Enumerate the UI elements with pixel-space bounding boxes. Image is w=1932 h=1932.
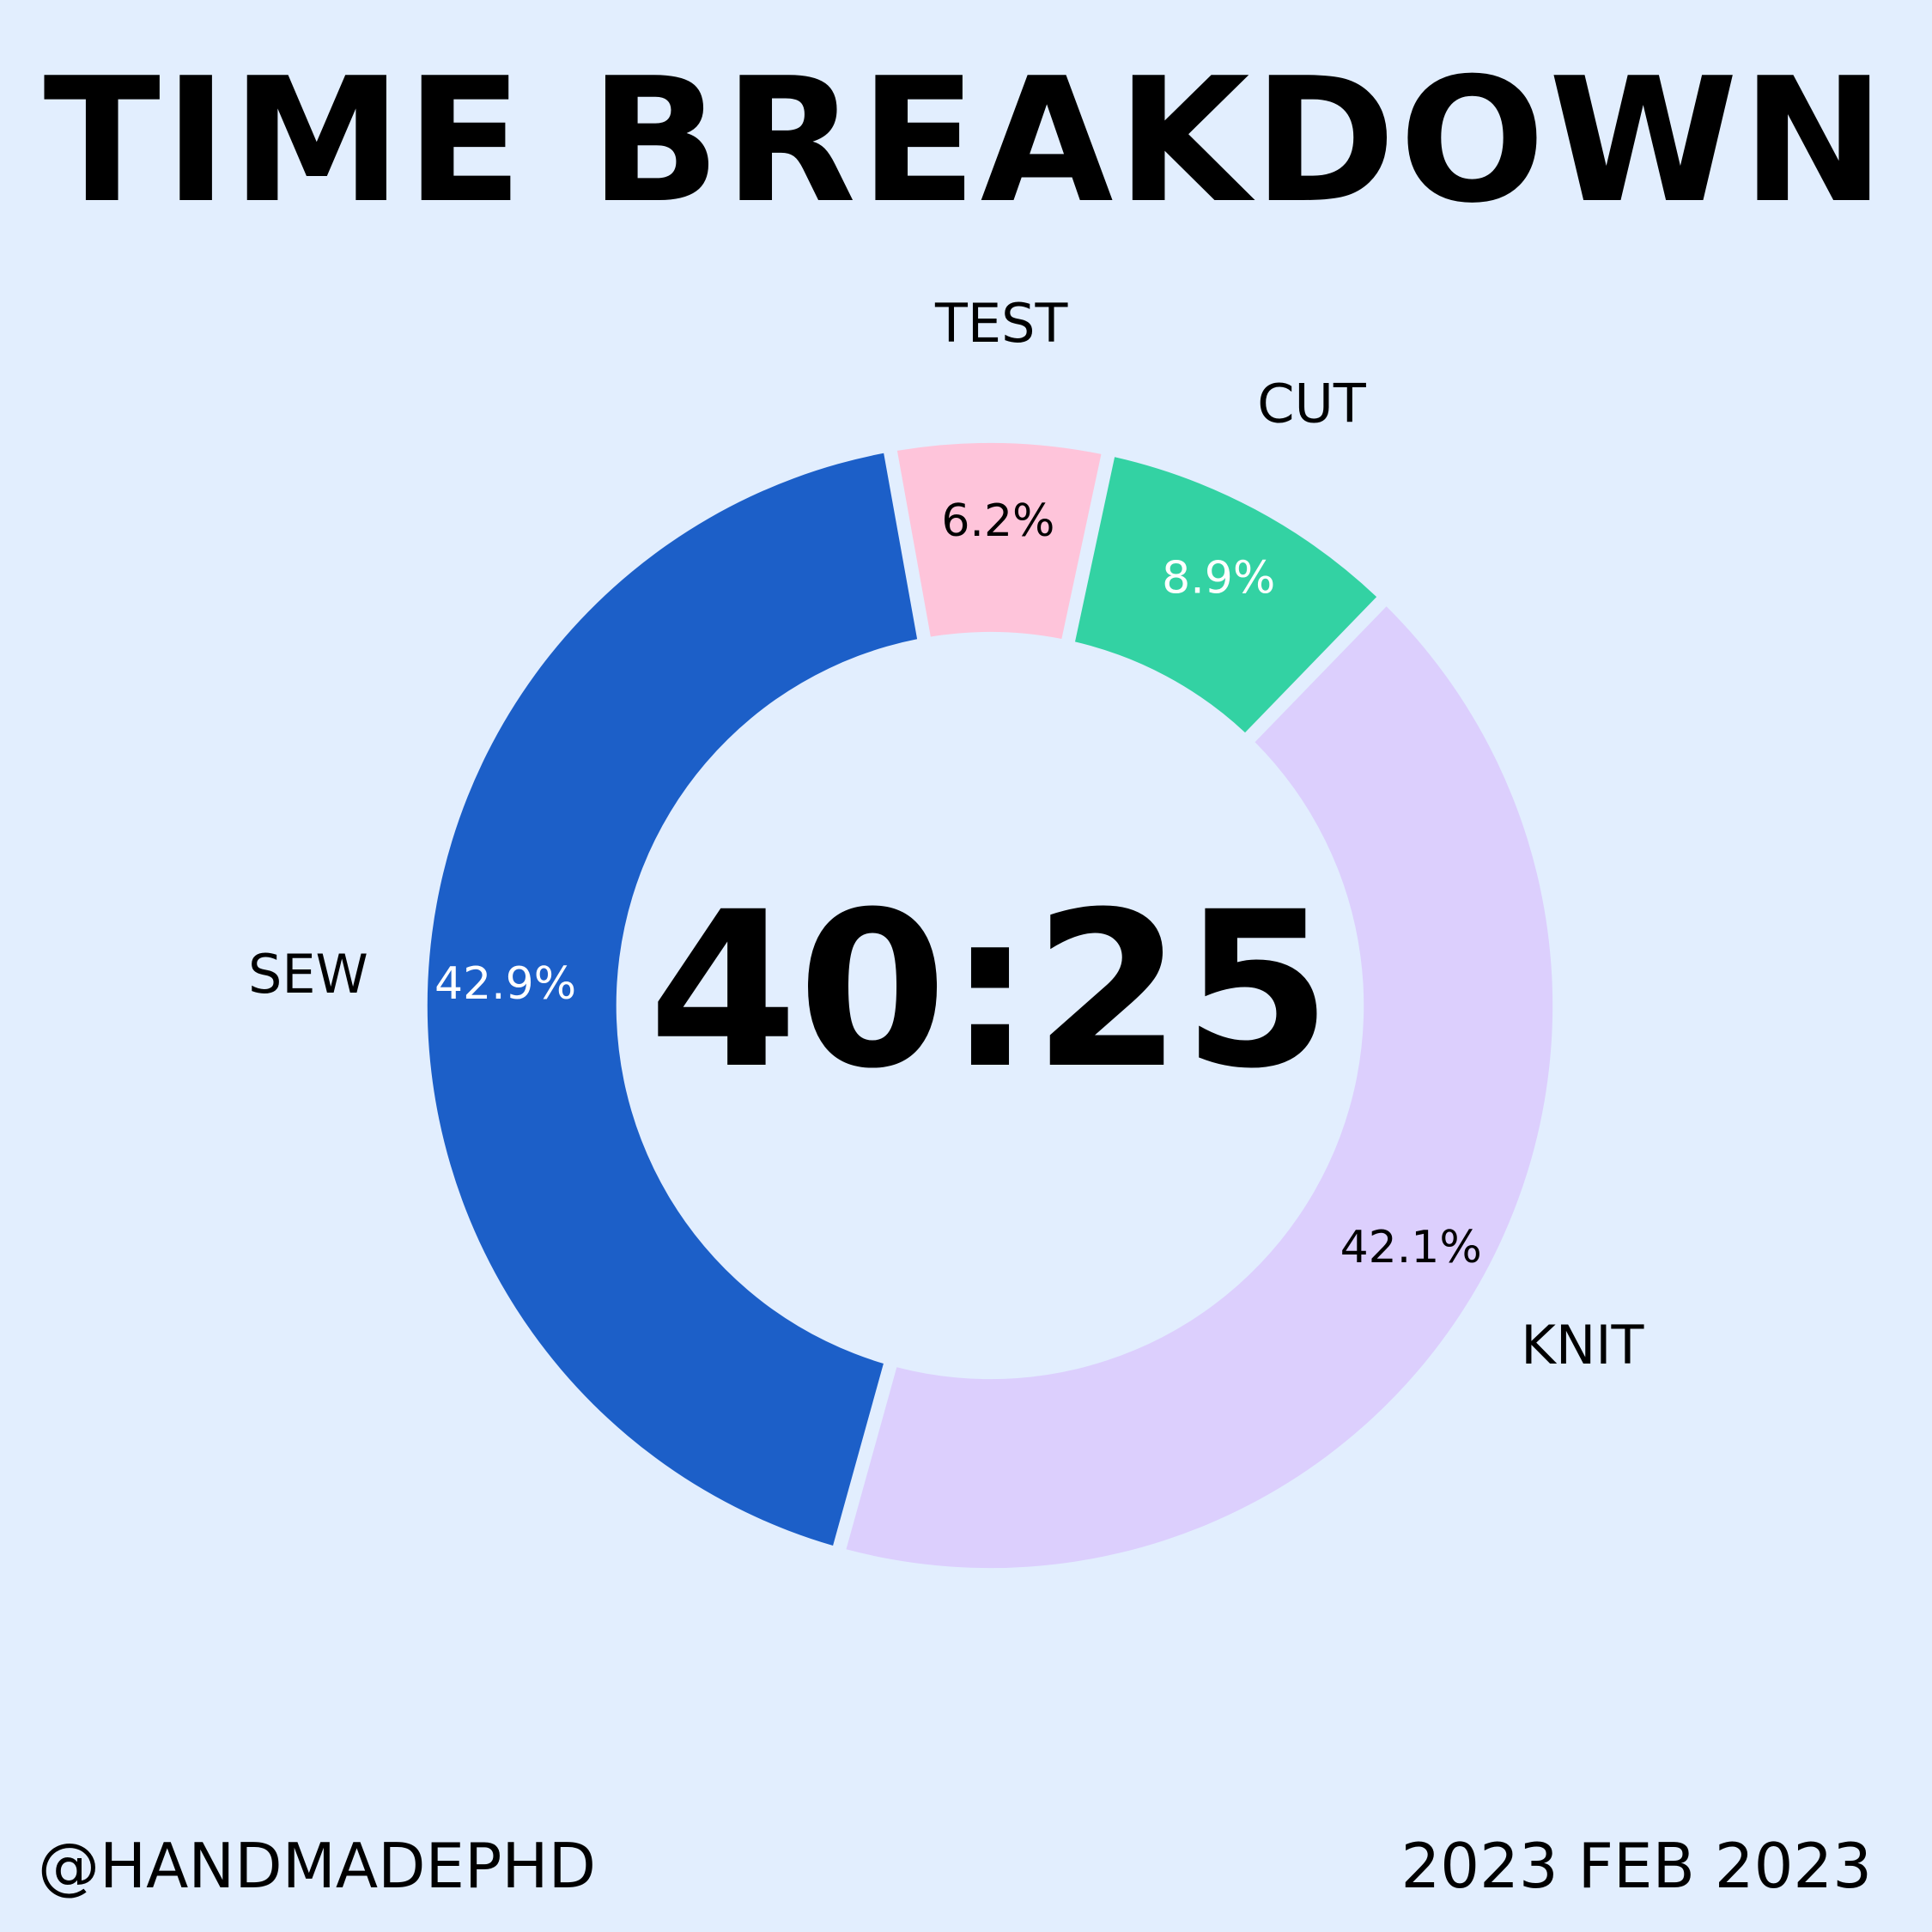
author-handle: @HANDMADEPHD bbox=[38, 1830, 597, 1902]
slice-test bbox=[896, 442, 1102, 639]
slice-value-knit: 42.1% bbox=[1340, 1222, 1482, 1273]
donut-labels: CUT 8.9% KNIT 42.1% SEW 42.9% TEST 6.2% bbox=[248, 292, 1645, 1376]
slice-cut bbox=[1075, 457, 1377, 733]
page-title: TIME BREAKDOWN bbox=[43, 41, 1889, 241]
slice-label-cut: CUT bbox=[1257, 373, 1367, 435]
donut-slices bbox=[427, 442, 1553, 1569]
slice-sew bbox=[427, 453, 918, 1546]
slice-value-sew: 42.9% bbox=[434, 958, 576, 1010]
slice-label-knit: KNIT bbox=[1521, 1314, 1644, 1376]
slice-label-test: TEST bbox=[934, 292, 1068, 355]
slice-value-test: 6.2% bbox=[941, 495, 1054, 547]
center-total-time: 40:25 bbox=[648, 866, 1332, 1115]
slice-value-cut: 8.9% bbox=[1162, 553, 1275, 605]
slice-label-sew: SEW bbox=[248, 943, 368, 1005]
date-label: 2023 FEB 2023 bbox=[1400, 1830, 1872, 1902]
slice-knit bbox=[846, 606, 1553, 1569]
